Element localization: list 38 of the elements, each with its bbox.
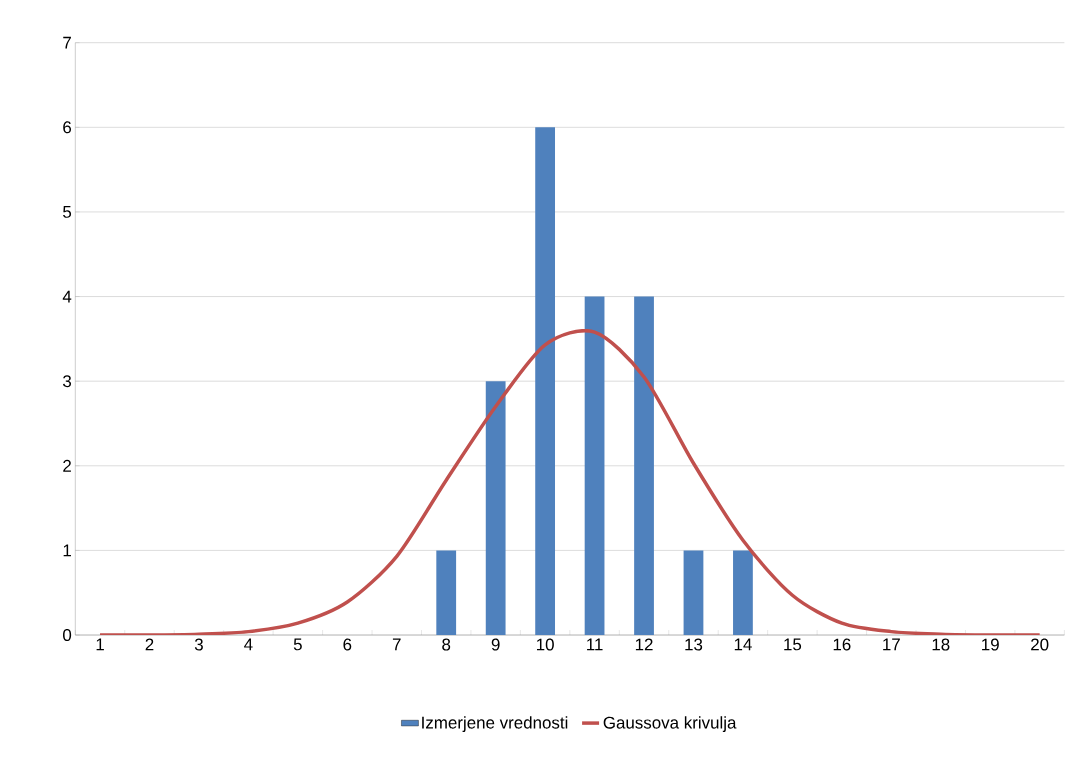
x-tick-label: 17	[883, 638, 900, 651]
legend-label: Izmerjene vrednosti	[422, 716, 568, 733]
x-tick-label: 1	[96, 638, 104, 651]
bar	[436, 550, 457, 636]
x-tick-label: 15	[784, 638, 802, 651]
x-tick-label: 5	[293, 638, 302, 651]
x-tick-label: 6	[343, 638, 352, 651]
y-tick-label: 1	[63, 544, 71, 557]
y-tick-label: 6	[63, 121, 72, 134]
bar	[535, 127, 556, 636]
x-tick-label: 7	[392, 638, 401, 651]
x-tick-label: 20	[1031, 638, 1049, 651]
x-tick-label: 8	[442, 638, 451, 651]
y-tick-label: 2	[63, 459, 71, 472]
y-tick-label: 7	[63, 36, 71, 49]
bar	[683, 550, 704, 636]
bar	[584, 296, 605, 636]
x-tick-label: 19	[982, 638, 999, 651]
y-tick-label: 0	[63, 629, 72, 642]
x-tick-label: 3	[194, 638, 203, 651]
bar	[733, 550, 753, 636]
bar	[634, 296, 654, 636]
x-tick-label: 12	[635, 638, 653, 651]
y-tick-label: 4	[62, 290, 72, 303]
bar	[485, 381, 506, 636]
legend-label: Gaussova krivulja	[603, 716, 737, 733]
x-tick-label: 10	[537, 638, 554, 651]
x-tick-label: 9	[491, 638, 500, 651]
y-tick-label: 3	[63, 375, 72, 388]
x-tick-label: 18	[932, 638, 950, 651]
x-tick-label: 14	[734, 638, 752, 651]
line-series	[98, 329, 1042, 636]
x-tick-label: 4	[244, 638, 253, 651]
x-tick-label: 13	[685, 638, 703, 651]
x-tick-label: 2	[145, 638, 154, 651]
x-tick-label: 11	[587, 638, 603, 651]
y-tick-label: 5	[63, 206, 72, 218]
x-tick-label: 16	[833, 638, 851, 651]
